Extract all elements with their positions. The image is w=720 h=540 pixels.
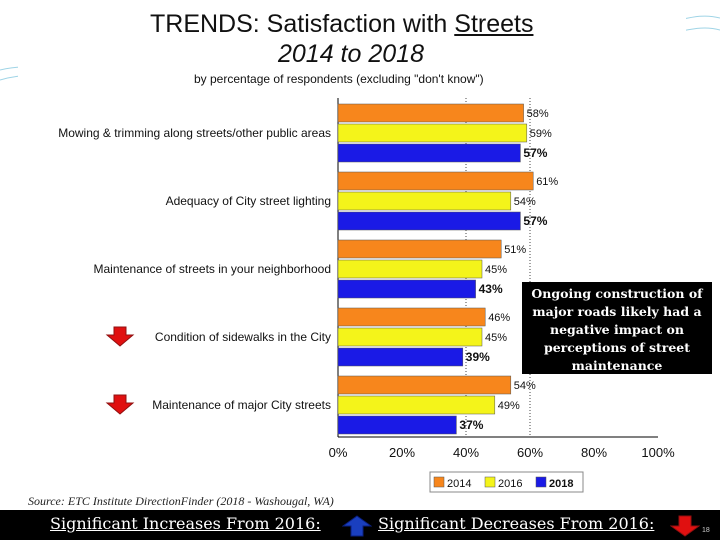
bar-2016 — [337, 123, 528, 143]
footer-decreases-label: Significant Decreases From 2016: — [378, 514, 655, 533]
data-label: 57% — [523, 146, 547, 160]
x-tick-label: 20% — [389, 445, 415, 460]
arrow-down-icon — [670, 515, 700, 537]
bar-2018 — [337, 279, 476, 299]
data-label: 57% — [523, 214, 547, 228]
x-tick-label: 0% — [329, 445, 348, 460]
data-label: 46% — [488, 312, 510, 324]
category-label: Mowing & trimming along streets/other pu… — [58, 126, 331, 140]
x-tick-label: 100% — [641, 445, 675, 460]
callout-note: Ongoing construction of major roads like… — [522, 282, 712, 374]
source-note: Source: ETC Institute DirectionFinder (2… — [28, 494, 334, 508]
x-tick-label: 40% — [453, 445, 479, 460]
data-label: 61% — [536, 176, 558, 188]
bar-2016 — [337, 327, 483, 347]
bar-2018 — [337, 211, 521, 231]
arrow-up-icon — [342, 515, 372, 537]
data-label: 49% — [498, 400, 520, 412]
legend-swatch-2016 — [484, 476, 496, 488]
x-tick-label: 60% — [517, 445, 543, 460]
legend-swatch-2018 — [535, 476, 547, 488]
category-label: Maintenance of streets in your neighborh… — [94, 262, 332, 276]
data-label: 51% — [504, 244, 526, 256]
bar-2014 — [337, 171, 534, 191]
legend-swatch-2014 — [433, 476, 445, 488]
data-label: 45% — [485, 264, 507, 276]
data-label: 54% — [514, 380, 536, 392]
bar-2018 — [337, 347, 464, 367]
bar-2014 — [337, 307, 486, 327]
x-tick-label: 80% — [581, 445, 607, 460]
bar-2018 — [337, 143, 521, 163]
legend-label: 2018 — [549, 478, 573, 490]
bar-2014 — [337, 375, 512, 395]
bar-2016 — [337, 395, 496, 415]
data-label: 39% — [466, 350, 490, 364]
category-label: Maintenance of major City streets — [152, 398, 331, 412]
arrow-down-icon — [105, 326, 135, 347]
chart-subtitle: by percentage of respondents (excluding … — [194, 72, 484, 86]
legend-label: 2014 — [447, 478, 471, 490]
title-underlined-word: Streets — [454, 10, 534, 38]
category-label: Adequacy of City street lighting — [166, 194, 331, 208]
bar-2016 — [337, 259, 483, 279]
bar-2016 — [337, 191, 512, 211]
bar-2014 — [337, 103, 524, 123]
data-label: 59% — [530, 128, 552, 140]
data-label: 54% — [514, 196, 536, 208]
data-label: 58% — [527, 108, 549, 120]
page-number: 18 — [702, 527, 710, 534]
arrow-down-icon — [105, 394, 135, 415]
category-label: Condition of sidewalks in the City — [155, 330, 331, 344]
bar-2018 — [337, 415, 457, 435]
bar-chart: 58% 59% 57% Mowing & trimming along streets… — [58, 98, 675, 493]
footer-increases-label: Significant Increases From 2016: — [50, 514, 321, 533]
chart-title-years: 2014 to 2018 — [278, 40, 424, 68]
data-label: 43% — [479, 282, 503, 296]
legend-label: 2016 — [498, 478, 522, 490]
data-label: 37% — [459, 418, 483, 432]
bar-2014 — [337, 239, 502, 259]
data-label: 45% — [485, 332, 507, 344]
chart-title: TRENDS: Satisfaction with Streets — [150, 10, 534, 38]
